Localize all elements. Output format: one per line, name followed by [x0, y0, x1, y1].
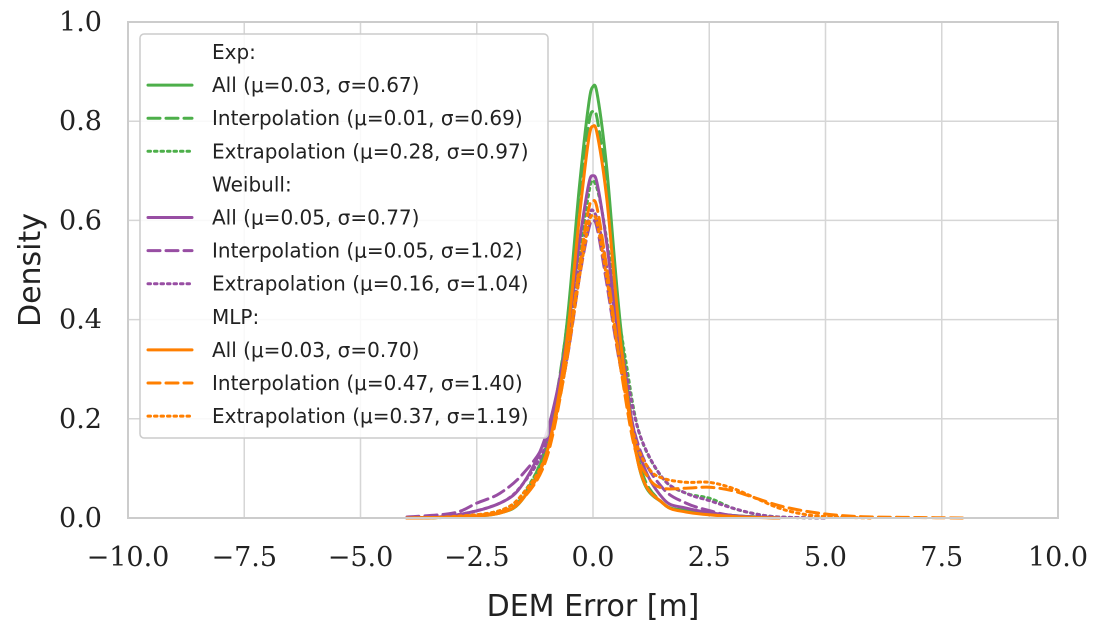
x-tick-label: 2.5: [688, 542, 731, 573]
density-curve-weibull-dashed: [405, 218, 781, 520]
y-tick-label: 1.0: [59, 7, 102, 38]
legend-entry-label: Interpolation (μ=0.01, σ=0.69): [212, 106, 523, 130]
legend-entry-label: Interpolation (μ=0.47, σ=1.40): [212, 371, 523, 395]
x-tick-label: −7.5: [211, 542, 277, 573]
plot-frame: [127, 21, 1059, 519]
x-tick-label: −10.0: [87, 542, 170, 573]
x-tick-label: 10.0: [1028, 542, 1088, 573]
legend-entry-label: Extrapolation (μ=0.37, σ=1.19): [212, 404, 529, 428]
x-tick-label: −5.0: [328, 542, 394, 573]
x-axis-label: DEM Error [m]: [487, 589, 700, 624]
y-axis-label: Density: [13, 213, 48, 327]
x-tick-label: 7.5: [920, 542, 963, 573]
legend-entry-label: Interpolation (μ=0.05, σ=1.02): [212, 239, 523, 263]
y-tick-label: 0.4: [59, 305, 102, 336]
y-tick-label: 0.0: [59, 503, 102, 534]
density-curves: [405, 83, 967, 520]
legend-entry-label: Extrapolation (μ=0.16, σ=1.04): [212, 272, 529, 296]
y-tick-labels: 0.0 0.2 0.4 0.6 0.8 1.0: [59, 7, 102, 534]
y-tick-label: 0.8: [59, 106, 102, 137]
legend-group-header: Weibull:: [212, 172, 292, 196]
y-tick-label: 0.6: [59, 205, 102, 236]
x-tick-label: 5.0: [804, 542, 847, 573]
legend-entry-label: Extrapolation (μ=0.28, σ=0.97): [212, 139, 529, 163]
legend-entry-label: All (μ=0.03, σ=0.67): [212, 73, 419, 97]
legend: Exp: All (μ=0.03, σ=0.67) Interpolation (μ…: [139, 33, 549, 439]
legend-group-header: MLP:: [212, 305, 259, 329]
legend-box: [139, 33, 549, 439]
y-tick-label: 0.2: [59, 404, 102, 435]
legend-group-header: Exp:: [212, 40, 256, 64]
density-curve-mlp-dotted: [405, 213, 874, 520]
legend-entry-label: All (μ=0.03, σ=0.70): [212, 338, 419, 362]
x-tick-labels: −10.0 −7.5 −5.0 −2.5 0.0 2.5 5.0 7.5 10.0: [87, 542, 1088, 573]
x-tick-label: 0.0: [572, 542, 615, 573]
legend-entry-label: All (μ=0.05, σ=0.77): [212, 206, 419, 230]
x-tick-label: −2.5: [444, 542, 510, 573]
